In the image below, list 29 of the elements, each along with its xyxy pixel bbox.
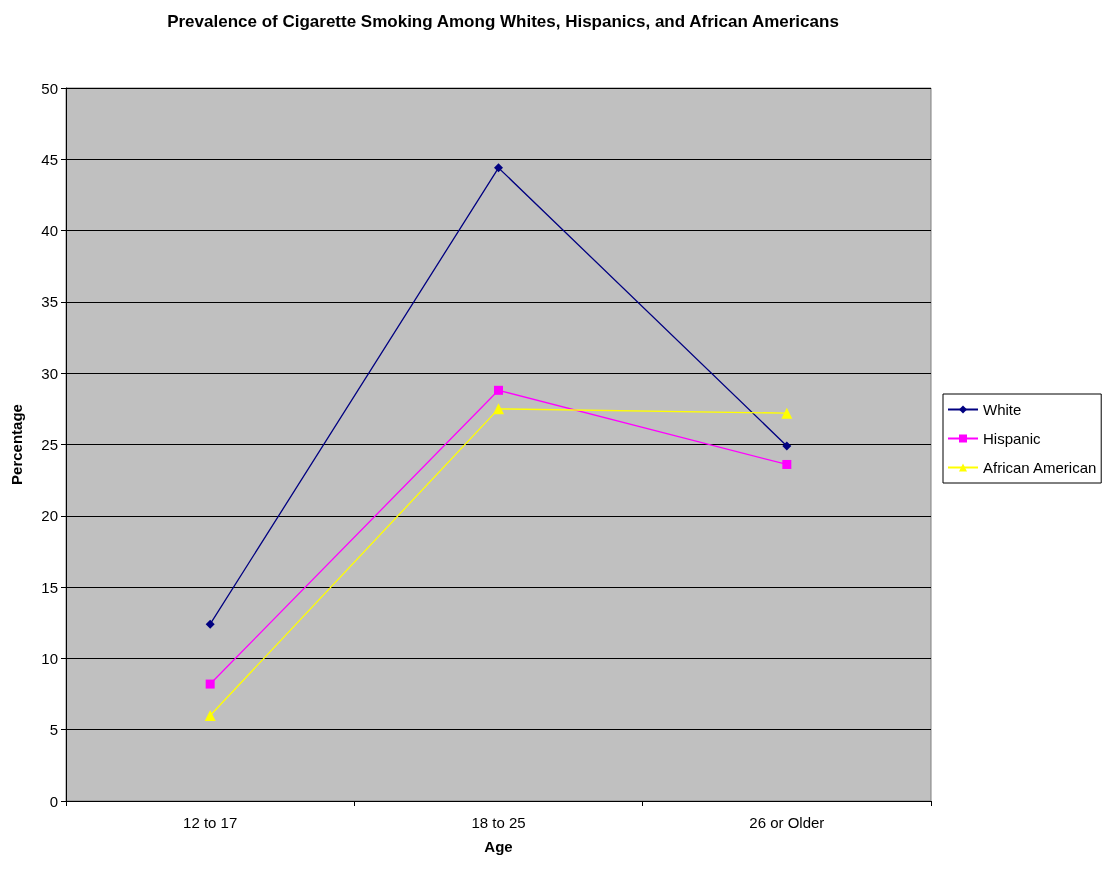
x-tick-label: 26 or Older: [749, 814, 825, 831]
x-tick-label: 12 to 17: [183, 814, 238, 831]
point: [205, 679, 215, 689]
y-axis-title: Percentage: [8, 404, 25, 485]
legend-label: African American: [983, 459, 1097, 476]
y-tick-label: 15: [41, 578, 58, 596]
y-tick-label: 40: [41, 222, 58, 240]
y-tick-label: 5: [49, 721, 58, 739]
y-tick-label: 0: [49, 792, 58, 810]
y-tick-label: 30: [41, 364, 58, 382]
x-axis-title: Age: [484, 838, 513, 855]
y-tick-label: 10: [41, 649, 58, 667]
legend-label: White: [983, 401, 1022, 418]
legend-label: Hispanic: [983, 430, 1042, 447]
chart-title: Prevalence of Cigarette Smoking Among Whites, Hispanics, and African Americans: [167, 12, 839, 31]
y-tick-label: 25: [41, 436, 58, 453]
point: [493, 403, 504, 415]
x-tick-label: 18 to 25: [471, 814, 526, 831]
point: [782, 441, 792, 451]
point: [494, 385, 503, 395]
point: [782, 459, 792, 469]
y-tick-label: 20: [41, 507, 58, 525]
point: [204, 709, 216, 721]
y-tick-label: 35: [41, 293, 58, 311]
y-tick-label: 45: [41, 150, 58, 168]
point: [205, 619, 215, 629]
point: [781, 407, 793, 419]
y-tick-label: 50: [41, 79, 58, 97]
point: [494, 163, 503, 173]
